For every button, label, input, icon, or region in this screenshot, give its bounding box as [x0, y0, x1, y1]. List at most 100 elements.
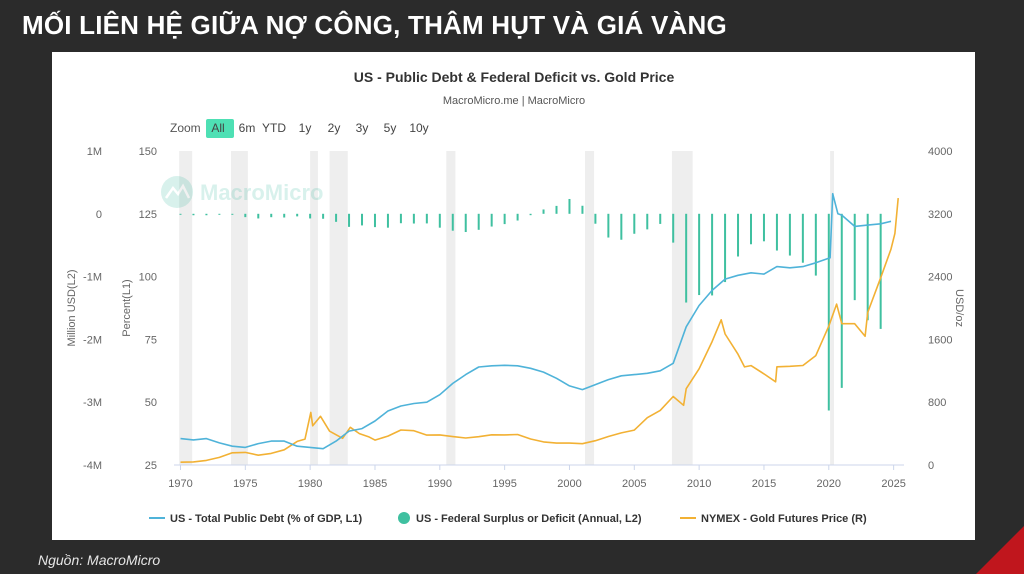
l2-tick-label: -1M [83, 272, 102, 284]
r-tick-label: 2400 [928, 272, 952, 284]
deficit-bar [451, 213, 454, 231]
deficit-bar [853, 213, 856, 301]
zoom-button-all[interactable]: All [211, 121, 224, 135]
watermark: MacroMicro [161, 176, 323, 208]
legend-gold-label[interactable]: NYMEX - Gold Futures Price (R) [701, 513, 867, 525]
l2-tick-label: -2M [83, 334, 102, 346]
macromicro-logo-icon [161, 176, 193, 208]
x-tick-label: 1990 [428, 478, 452, 490]
r-tick-label: 1600 [928, 334, 952, 346]
zoom-button-ytd[interactable]: YTD [262, 121, 286, 135]
l2-tick-label: 0 [96, 209, 102, 221]
zoom-button-3y[interactable]: 3y [356, 121, 369, 135]
corner-accent [976, 526, 1024, 574]
zoom-controls: Zoom All 6m YTD 1y 2y 3y 5y 10y [170, 119, 429, 138]
legend-debt-label[interactable]: US - Total Public Debt (% of GDP, L1) [170, 513, 362, 525]
l1-tick-label: 50 [145, 397, 157, 409]
watermark-text: MacroMicro [200, 180, 323, 205]
legend: US - Total Public Debt (% of GDP, L1) US … [149, 512, 867, 525]
l1-tick-label: 125 [139, 209, 157, 221]
deficit-bar [542, 209, 545, 214]
deficit-bar [646, 213, 649, 230]
deficit-bar [775, 213, 778, 251]
deficit-bar [711, 213, 714, 296]
zoom-button-1y[interactable]: 1y [299, 121, 312, 135]
deficit-bar [516, 213, 519, 221]
zoom-button-2y[interactable]: 2y [328, 121, 341, 135]
deficit-bar [205, 213, 208, 216]
legend-deficit-swatch [398, 512, 410, 524]
l1-tick-label: 100 [139, 272, 157, 284]
deficit-bar [672, 213, 675, 243]
zoom-button-10y[interactable]: 10y [409, 121, 428, 135]
r-axis-title: USD/oz [953, 289, 965, 327]
public-debt-line [180, 192, 892, 450]
recession-shading [179, 151, 834, 465]
deficit-bar [801, 213, 804, 263]
deficit-bar [425, 213, 428, 224]
recession-band [446, 151, 456, 465]
l1-axis-title: Percent(L1) [121, 279, 133, 336]
deficit-bar [373, 213, 376, 228]
zoom-button-5y[interactable]: 5y [384, 121, 397, 135]
source-note: Nguồn: MacroMicro [38, 552, 161, 568]
l2-tick-label: -4M [83, 460, 102, 472]
recession-band [585, 151, 595, 465]
deficit-bar [192, 213, 195, 216]
recession-band [830, 151, 834, 465]
x-tick-label: 2020 [817, 478, 841, 490]
deficit-bar [231, 213, 234, 215]
recession-band [310, 151, 318, 465]
x-tick-label: 2000 [557, 478, 581, 490]
recession-band [179, 151, 193, 465]
deficit-bar [581, 205, 584, 214]
r-tick-label: 3200 [928, 209, 952, 221]
deficit-bar [659, 213, 662, 224]
deficit-bar [503, 213, 506, 225]
zoom-button-6m[interactable]: 6m [239, 121, 256, 135]
deficit-bar [412, 213, 415, 224]
deficit-bar [257, 213, 260, 219]
x-tick-label: 2010 [687, 478, 711, 490]
zoom-label: Zoom [170, 121, 201, 135]
deficit-bar [490, 213, 493, 227]
deficit-bar [620, 213, 623, 240]
series-lines [180, 192, 899, 463]
axes: 1970 1975 1980 1985 1990 1995 2000 2005 2010 2015… [66, 146, 965, 490]
deficit-bar [270, 213, 273, 218]
chart-subtitle: MacroMicro.me | MacroMicro [443, 95, 585, 107]
x-tick-label: 1970 [168, 478, 192, 490]
deficit-bar [361, 213, 364, 226]
deficit-bar [309, 213, 312, 219]
recession-band [329, 151, 348, 465]
deficit-bar [296, 213, 299, 217]
l2-tick-label: 1M [87, 146, 102, 158]
deficit-bar [386, 213, 389, 228]
zoom-active-highlight [206, 119, 234, 138]
r-tick-label: 0 [928, 460, 934, 472]
deficit-bar [814, 213, 817, 276]
x-tick-label: 1995 [492, 478, 516, 490]
deficit-bar [737, 213, 740, 257]
deficit-bar [322, 213, 325, 219]
x-tick-label: 1975 [233, 478, 257, 490]
l2-tick-label: -3M [83, 397, 102, 409]
deficit-bar [724, 213, 727, 283]
deficit-bar [607, 213, 610, 238]
chart-title: US - Public Debt & Federal Deficit vs. G… [354, 69, 675, 85]
l1-tick-label: 75 [145, 334, 157, 346]
chart-svg: US - Public Debt & Federal Deficit vs. G… [66, 69, 965, 525]
legend-deficit-label[interactable]: US - Federal Surplus or Deficit (Annual,… [416, 513, 642, 525]
recession-band [231, 151, 248, 465]
deficit-bar [348, 213, 351, 227]
deficit-bar [827, 213, 830, 411]
deficit-bar [698, 213, 701, 296]
deficit-bar [788, 213, 791, 256]
x-tick-label: 2025 [881, 478, 905, 490]
deficit-bar [399, 213, 402, 224]
recession-band [671, 151, 693, 465]
deficit-bar [866, 213, 869, 321]
deficit-bar [244, 213, 247, 218]
x-tick-label: 1980 [298, 478, 322, 490]
gold-price-line [180, 198, 899, 463]
